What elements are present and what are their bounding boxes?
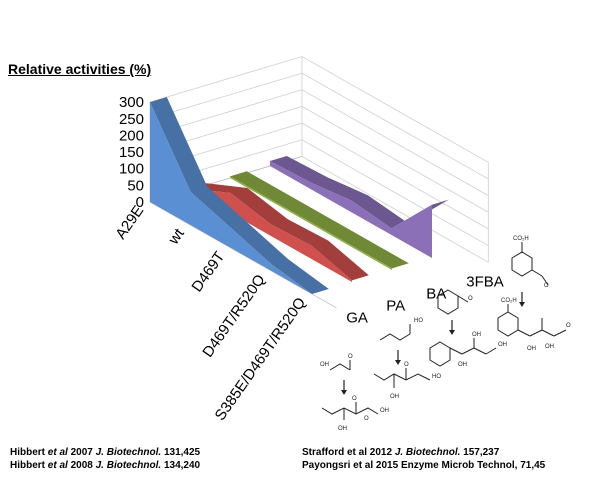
atom-label: HO [432,374,441,380]
atom-label: OH [545,344,554,350]
gridline [149,56,489,163]
atom-label: CO₂H [501,298,517,304]
arrowhead-ba [449,330,455,335]
ribbons-layer [149,97,449,295]
atom-label: OH [320,362,329,368]
series-label: GA [346,309,368,326]
atom-label: O [468,296,473,302]
arrowhead-ga [341,390,347,395]
y-tick-label: 150 [119,144,144,161]
atom-label: O [352,396,357,402]
x-tick-label: wt [165,225,189,249]
series-label: 3FBA [466,273,504,290]
atom-label: OH [472,332,481,338]
atom-label: O [544,283,549,289]
atom-label: O [364,416,369,422]
reference-strafford-2012: Strafford et al 2012 J. Biotechnol. 157,… [302,447,500,458]
structure-3fba-substrate [511,242,549,286]
atom-label: OH [498,342,507,348]
series-top-surface [270,155,449,229]
atom-label: OH [390,394,399,400]
structure-ba-product [429,338,497,367]
arrowhead-3fba [519,302,525,307]
structure-pa-substrate [379,324,411,341]
y-tick-label: 250 [119,111,144,128]
series-ga [149,97,329,295]
y-tick-label: 300 [119,94,144,111]
series-front-face [270,161,432,258]
atom-label: OH [458,362,467,368]
series-front-face [230,176,392,270]
reference-hibbert-2008: Hibbert et al 2008 J. Biotechnol. 134,24… [10,460,201,471]
reference-hibbert-2007: Hibbert et al 2007 J. Biotechnol. 131,42… [10,447,201,458]
arrowhead-pa [395,360,401,365]
atom-label: O [404,362,409,368]
y-tick-label: 100 [119,161,144,178]
atom-label: O [566,323,571,329]
y-tick-label: 0 [136,194,144,211]
structure-ga-product [321,402,379,420]
series-front-face [150,102,312,294]
series-top-surface [150,97,329,294]
reference-payongsri-2015: Payongsri et al 2015 Enzyme Microb Techn… [302,460,546,471]
atom-label: OH [338,426,347,432]
gridline [149,72,489,180]
series-ba [229,171,409,270]
atom-label: HO [414,318,423,324]
structure-ga-substrate [329,360,351,371]
atom-label: CO₂H [513,236,529,242]
atom-label: OH [527,346,536,352]
structure-ba-substrate [437,289,469,315]
y-tick-label: 200 [119,127,144,144]
atom-label: O [348,354,353,360]
series-top-surface [230,171,409,269]
y-tick-label: 50 [127,177,144,194]
structure-pa-product [373,368,431,388]
series-label: PA [386,297,405,314]
series-label: BA [426,285,446,302]
x-tick-label: D469T [189,249,229,296]
series-3fba [269,155,449,258]
series-top-surface [190,183,369,281]
chart-title: Relative activities (%) [8,61,152,77]
atom-label: OH [380,408,389,414]
structure-3fba-product [497,304,567,337]
